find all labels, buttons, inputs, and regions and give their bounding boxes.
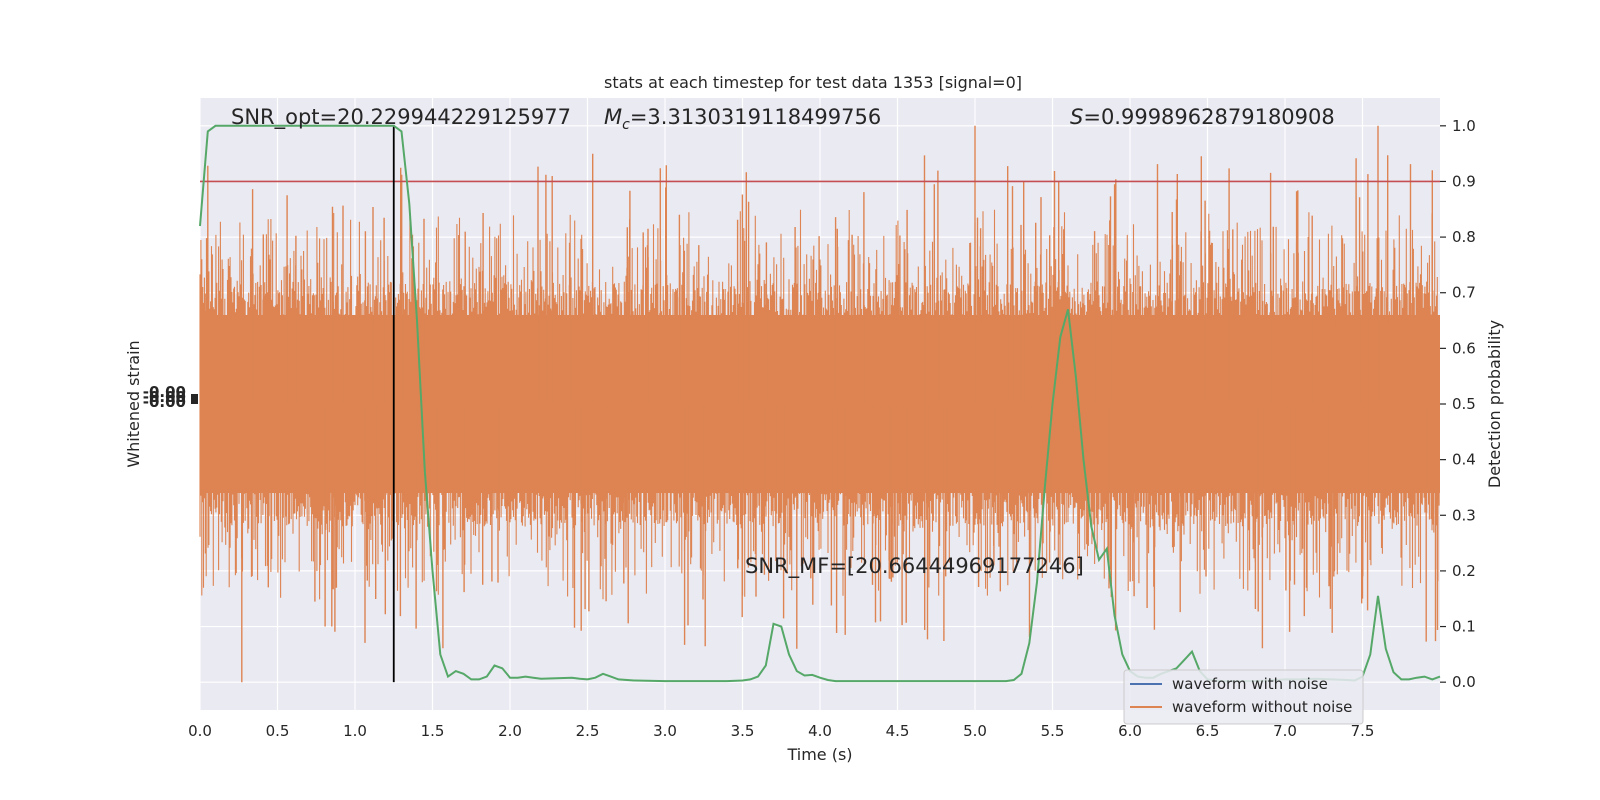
left-tick-label: -0.00 bbox=[143, 393, 186, 411]
right-tick-label: 0.0 bbox=[1452, 673, 1476, 691]
x-tick-label: 2.0 bbox=[498, 722, 522, 740]
right-tick-label: 0.7 bbox=[1452, 284, 1476, 302]
x-tick-label: 1.5 bbox=[421, 722, 445, 740]
right-tick-label: 0.4 bbox=[1452, 451, 1476, 469]
right-tick-label: 0.9 bbox=[1452, 172, 1476, 190]
x-tick-label: 0.0 bbox=[188, 722, 212, 740]
waveform-spikes bbox=[205, 125, 1439, 683]
x-axis-label: Time (s) bbox=[786, 745, 852, 764]
right-tick-label: 0.2 bbox=[1452, 562, 1476, 580]
legend-label-without-noise: waveform without noise bbox=[1172, 698, 1352, 716]
left-tick-label: -0.00 bbox=[143, 383, 186, 401]
right-tick-label: 0.8 bbox=[1452, 228, 1476, 246]
x-tick-label: 0.5 bbox=[266, 722, 290, 740]
snr-opt-annotation: SNR_opt=20.229944229125977 bbox=[231, 105, 571, 130]
left-tick-mark bbox=[191, 394, 198, 404]
right-y-axis: 0.0 0.1 0.2 0.3 0.4 0.5 0.6 0.7 0.8 0.9 1.0 bbox=[1440, 117, 1476, 691]
x-tick-label: 1.0 bbox=[343, 722, 367, 740]
x-tick-label: 5.0 bbox=[963, 722, 987, 740]
plot-area bbox=[199, 98, 1441, 710]
x-axis: 0.0 0.5 1.0 1.5 2.0 2.5 3.0 3.5 4.0 4.5 5.0 5.5 6.0 6… bbox=[188, 722, 1374, 740]
right-tick-label: 0.3 bbox=[1452, 506, 1476, 524]
x-tick-label: 6.0 bbox=[1118, 722, 1142, 740]
s-annotation: S=0.9998962879180908 bbox=[1070, 105, 1335, 129]
x-tick-label: 4.0 bbox=[808, 722, 832, 740]
x-tick-label: 2.5 bbox=[576, 722, 600, 740]
snr-mf-annotation: SNR_MF=[20.66444969177246] bbox=[745, 554, 1084, 579]
x-tick-label: 3.0 bbox=[653, 722, 677, 740]
waveform-band-edge bbox=[199, 209, 1440, 600]
chart-title: stats at each timestep for test data 135… bbox=[604, 73, 1022, 92]
left-tick-label: -0.00 bbox=[143, 388, 186, 406]
legend-box bbox=[1123, 669, 1364, 725]
right-tick-label: 0.1 bbox=[1452, 618, 1476, 636]
x-tick-label: 6.5 bbox=[1196, 722, 1220, 740]
waveform-spike-lines bbox=[205, 125, 1439, 683]
right-tick-label: 1.0 bbox=[1452, 117, 1476, 135]
left-tick-labels-overlapped: -0.00 -0.00 -0.00 bbox=[143, 383, 198, 411]
x-tick-label: 5.5 bbox=[1041, 722, 1065, 740]
legend-label-with-noise: waveform with noise bbox=[1172, 675, 1328, 693]
right-tick-label: 0.5 bbox=[1452, 395, 1476, 413]
x-tick-label: 3.5 bbox=[731, 722, 755, 740]
x-tick-label: 7.5 bbox=[1351, 722, 1375, 740]
right-y-axis-label: Detection probability bbox=[1485, 320, 1504, 488]
left-y-axis: -0.00 -0.00 -0.00 bbox=[143, 383, 198, 411]
legend: waveform with noise waveform without noi… bbox=[1123, 669, 1364, 725]
left-y-axis-label: Whitened strain bbox=[124, 340, 143, 467]
right-tick-label: 0.6 bbox=[1452, 339, 1476, 357]
x-tick-label: 7.0 bbox=[1273, 722, 1297, 740]
chirp-mass-annotation: Mc=3.3130319118499756 bbox=[604, 105, 881, 133]
x-tick-label: 4.5 bbox=[886, 722, 910, 740]
